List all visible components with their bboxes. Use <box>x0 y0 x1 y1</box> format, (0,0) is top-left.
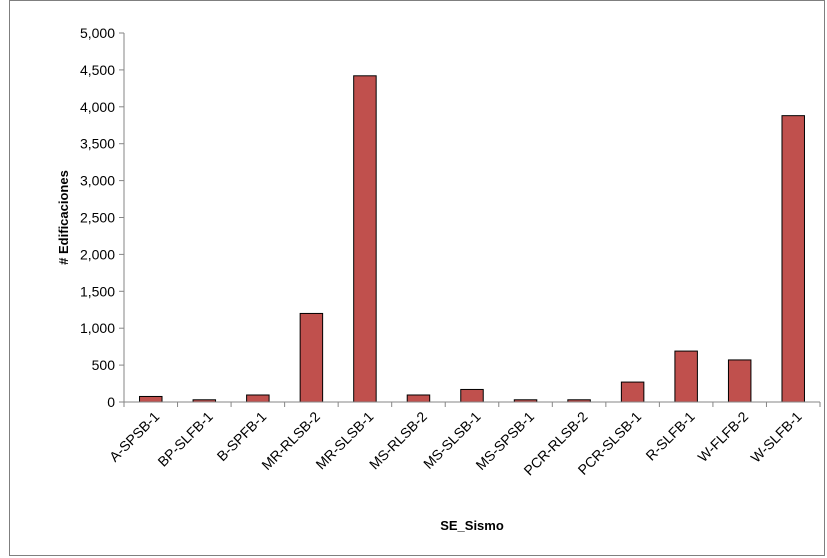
x-tick-label: B-SPFB-1 <box>214 408 270 464</box>
y-tick-label: 2,000 <box>80 246 115 262</box>
bar-w-flfb-2 <box>727 359 752 403</box>
bars <box>139 75 805 403</box>
x-tick-label: W-SLFB-1 <box>747 408 804 465</box>
bar-mr-slsb-1 <box>353 75 377 403</box>
x-axis-title: SE_Sismo <box>440 518 504 533</box>
chart-frame <box>9 0 825 556</box>
bar-mr-rlsb-2 <box>299 312 324 403</box>
bar-ms-rlsb-2 <box>406 394 431 403</box>
x-tick-label: R-SLFB-1 <box>642 408 697 463</box>
y-tick-label: 1,000 <box>80 320 115 336</box>
x-tick-label: A-SPSB-1 <box>106 408 163 465</box>
bar-w-slfb-1 <box>781 115 805 403</box>
y-axis-ticks: 0 500 1,000 1,500 2,000 2,500 3,000 3,500 4,000 4… <box>80 25 124 410</box>
y-tick-label: 2,500 <box>80 210 115 226</box>
y-tick-label: 4,000 <box>80 99 115 115</box>
y-tick-label: 1,500 <box>80 283 115 299</box>
bar-r-slfb-1 <box>674 350 698 403</box>
y-tick-label: 5,000 <box>80 25 115 41</box>
bar-b-spfb-1 <box>246 394 270 403</box>
y-axis-title: # Edificaciones <box>56 170 71 265</box>
bar-pcr-slsb-1 <box>620 381 645 403</box>
x-tick-label: W-FLFB-2 <box>694 408 751 465</box>
bar-ms-slsb-1 <box>460 388 484 403</box>
y-tick-label: 3,500 <box>80 136 115 152</box>
x-tick-label: MS-RLSB-2 <box>366 408 430 472</box>
x-tick-label: BP-SLFB-1 <box>155 408 217 470</box>
y-tick-label: 0 <box>107 394 115 410</box>
x-axis-ticks: A-SPSB-1BP-SLFB-1B-SPFB-1MR-RLSB-2MR-SLS… <box>106 402 821 478</box>
y-tick-label: 4,500 <box>80 62 115 78</box>
y-tick-label: 500 <box>92 357 116 373</box>
y-tick-label: 3,000 <box>80 173 115 189</box>
bar-a-spsb-1 <box>139 395 163 403</box>
